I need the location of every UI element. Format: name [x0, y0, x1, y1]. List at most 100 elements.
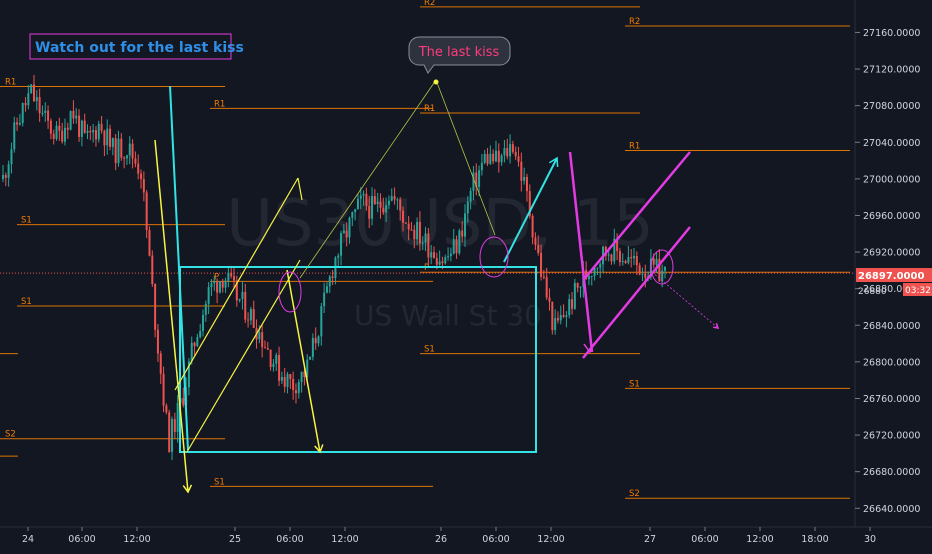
- price-tick-label: 27080.0000: [863, 101, 920, 112]
- candle-body: [587, 276, 590, 280]
- time-tick-label: 25: [229, 534, 241, 545]
- price-tick-label: 27160.0000: [863, 28, 920, 39]
- yellow-arrow-down-mid: [286, 269, 321, 453]
- candle-body: [193, 342, 196, 347]
- candle-body: [618, 251, 621, 263]
- candle-body: [61, 130, 64, 142]
- candle-body: [466, 201, 469, 214]
- candle-body: [210, 283, 213, 288]
- candle-body: [478, 170, 481, 187]
- candle-body: [44, 110, 47, 113]
- pivot-label: S1: [21, 216, 32, 226]
- candle-body: [413, 229, 416, 240]
- yellow-arrow-down-left: [154, 139, 189, 493]
- candle-body: [492, 153, 495, 162]
- kiss-path-left: [299, 79, 437, 279]
- candle-body: [80, 120, 83, 137]
- candle-body: [249, 309, 252, 321]
- candle-body: [506, 148, 509, 157]
- candle-body: [517, 156, 520, 162]
- time-tick-label: 26: [435, 534, 447, 545]
- price-tick-label: 26960.0000: [863, 211, 920, 222]
- candle-body: [627, 256, 630, 263]
- candle-body: [554, 317, 557, 331]
- candle-body: [525, 177, 528, 192]
- candle-body: [275, 354, 278, 364]
- drawings[interactable]: [154, 79, 720, 494]
- candle-body: [427, 233, 430, 258]
- candle-body: [55, 125, 58, 139]
- time-axis[interactable]: 24 06:00 12:00 25 06:00 12:00 26 06:00 12:00 27 06…: [22, 527, 876, 545]
- candle-body: [235, 280, 238, 301]
- yellow-channel-lower: [186, 259, 301, 453]
- price-axis[interactable]: 27160.0000 27120.0000 27080.0000 27040.0000…: [855, 28, 920, 515]
- candle-body: [562, 315, 565, 317]
- price-tick-label: 27000.0000: [863, 174, 920, 185]
- candle-body: [379, 201, 382, 208]
- candle-body: [238, 299, 241, 301]
- candle-body: [4, 175, 7, 178]
- candle-body: [621, 261, 624, 263]
- bubble-note[interactable]: The last kiss: [408, 36, 511, 74]
- candle-body: [661, 270, 664, 282]
- candle-body: [345, 230, 348, 238]
- candle-body: [441, 261, 444, 264]
- candle-body: [385, 205, 388, 213]
- candle-body: [24, 103, 27, 106]
- candle-body: [559, 315, 562, 321]
- candle-body: [461, 230, 464, 237]
- consolidation-box[interactable]: [179, 266, 537, 453]
- candle-body: [111, 138, 114, 147]
- pivot-label: R1: [629, 141, 640, 151]
- title-note-box: [29, 33, 232, 60]
- candle-body: [286, 373, 289, 387]
- cyan-up-arrow-line: [503, 157, 558, 263]
- title-note[interactable]: Watch out for the last kiss: [29, 33, 244, 60]
- kiss-ellipse-1: [479, 236, 509, 278]
- candle-body: [511, 144, 514, 152]
- candle-body: [173, 419, 176, 432]
- bubble-note-box: [408, 36, 511, 74]
- candle-body: [280, 377, 283, 381]
- candle-body: [556, 317, 559, 321]
- pivot-label: P: [424, 263, 429, 273]
- candle-body: [452, 239, 455, 254]
- candle-body: [325, 286, 328, 293]
- candle-body: [72, 110, 75, 119]
- candle-body: [596, 267, 599, 269]
- magenta-channel-lower: [582, 226, 691, 359]
- candle-body: [655, 258, 658, 265]
- price-tick-label: 26920.0000: [863, 248, 920, 259]
- candle-body: [362, 193, 365, 196]
- candle-body: [433, 252, 436, 259]
- last-price-label: 26897.0000: [858, 271, 924, 282]
- time-tick-label: 06:00: [482, 534, 509, 545]
- candle-body: [35, 97, 38, 102]
- candle-body: [300, 371, 303, 383]
- kiss-path-right: [435, 79, 496, 236]
- candle-body: [455, 239, 458, 254]
- candle-body: [579, 286, 582, 288]
- candle-body: [435, 258, 438, 265]
- kiss-ellipse-2: [278, 271, 302, 313]
- candle-body: [83, 120, 86, 133]
- candle-body: [258, 332, 261, 340]
- candle-body: [168, 412, 171, 452]
- pivot-label: R1: [214, 99, 225, 109]
- candle-body: [92, 130, 95, 133]
- candle-body: [227, 272, 230, 281]
- bubble-note-text: The last kiss: [418, 45, 500, 60]
- last-price-box: [856, 268, 932, 282]
- candle-body: [182, 398, 185, 406]
- candle-body: [571, 299, 574, 309]
- candle-body: [63, 127, 66, 142]
- candle-body: [390, 196, 393, 201]
- pivot-label: S1: [21, 297, 32, 307]
- candle-body: [120, 138, 123, 158]
- candle-body: [664, 267, 666, 271]
- candle-body: [244, 291, 247, 320]
- candle-body: [151, 255, 154, 285]
- candle-body: [117, 138, 120, 164]
